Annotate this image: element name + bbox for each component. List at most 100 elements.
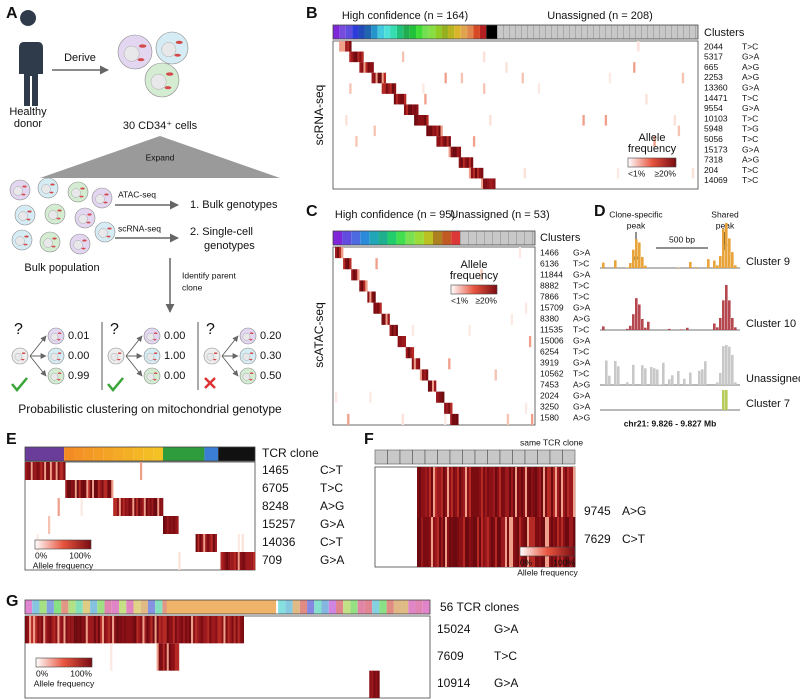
heat-cell xyxy=(220,552,223,570)
heat-cell xyxy=(42,462,45,480)
cell-icon xyxy=(11,347,29,365)
cluster-bar xyxy=(442,231,452,245)
nucleus xyxy=(78,214,88,224)
heat-cell xyxy=(440,391,443,403)
heat-cell xyxy=(166,643,170,671)
coverage-bar xyxy=(731,354,734,385)
mito xyxy=(26,218,31,221)
heat-cell xyxy=(397,336,400,348)
coverage-bar xyxy=(680,329,683,330)
heat-cell xyxy=(72,480,76,498)
heat-cell xyxy=(461,467,464,517)
heat-cell xyxy=(38,462,41,480)
heat-cell xyxy=(467,517,470,567)
heat-cell xyxy=(41,616,44,644)
heat-cell xyxy=(472,136,476,147)
heat-cell xyxy=(483,467,486,517)
heat-cell xyxy=(604,115,608,126)
heat-cell xyxy=(39,616,42,644)
heat-cell xyxy=(401,336,404,348)
heat-cell xyxy=(77,616,80,644)
cluster-bar xyxy=(123,447,134,461)
row-mutation: G>A xyxy=(320,553,344,567)
mito xyxy=(249,332,254,335)
heat-cell xyxy=(555,467,558,517)
heat-cell xyxy=(452,146,455,158)
heat-cell xyxy=(559,517,562,567)
heat-cell xyxy=(136,498,139,516)
row-mutation: G>A xyxy=(573,247,591,257)
heat-cell xyxy=(444,72,447,84)
cell-icon xyxy=(37,177,59,199)
clone-square xyxy=(524,449,538,465)
heat-cell xyxy=(351,269,354,281)
clone-square xyxy=(512,449,526,465)
cluster-bar-frame xyxy=(332,230,536,246)
cluster-bar xyxy=(357,600,365,614)
heat-cell xyxy=(515,467,518,517)
heat-cell xyxy=(215,616,218,644)
heat-cell xyxy=(237,552,240,570)
row-mutation: A>G xyxy=(573,313,590,323)
heat-cell xyxy=(447,517,450,567)
coverage-bar xyxy=(695,267,698,268)
row-position: 13360 xyxy=(704,82,728,92)
legend-title: frequency xyxy=(628,143,677,155)
heat-cell xyxy=(475,517,478,567)
heat-cell xyxy=(363,62,366,73)
heat-cell xyxy=(152,616,155,644)
clusters-label: Clusters xyxy=(540,232,581,244)
cluster-bar xyxy=(414,231,424,245)
heat-cell xyxy=(547,467,550,517)
row-mutation: G>A xyxy=(573,269,591,279)
panel-letter: G xyxy=(6,593,18,610)
mito xyxy=(57,332,62,335)
coverage-bar xyxy=(602,326,605,330)
heat-cell xyxy=(361,51,364,63)
heat-cell xyxy=(209,534,212,552)
heat-cell xyxy=(438,391,441,403)
coverage-bar xyxy=(668,379,671,385)
cluster-bar xyxy=(454,25,461,39)
heat-cell xyxy=(485,467,488,517)
peak-label: Clone-specific xyxy=(609,209,663,219)
heat-cell xyxy=(519,517,522,567)
heat-cell xyxy=(31,616,34,644)
cluster-bar xyxy=(153,447,163,461)
heat-cell xyxy=(377,72,380,84)
cluster-bar xyxy=(350,600,358,614)
row-position: 8248 xyxy=(262,499,289,513)
heat-cell xyxy=(434,380,437,392)
heat-cell xyxy=(438,136,441,147)
heat-cell xyxy=(25,616,28,644)
heat-cell xyxy=(134,498,137,516)
heat-cell xyxy=(447,467,450,517)
heat-cell xyxy=(471,517,474,567)
heat-cell xyxy=(373,72,376,84)
cluster-bar xyxy=(379,600,387,614)
coverage-bar xyxy=(644,265,647,268)
heat-cell xyxy=(383,313,386,325)
heat-cell xyxy=(51,616,54,644)
heat-cell xyxy=(458,146,462,158)
donor-label: donor xyxy=(14,118,42,130)
y-label: scRNA-seq xyxy=(312,85,326,146)
row-position: 14471 xyxy=(704,93,728,103)
heat-cell xyxy=(65,616,68,644)
mito xyxy=(86,221,91,224)
heat-cell xyxy=(429,467,432,517)
heat-cell xyxy=(527,517,530,567)
heat-cell xyxy=(470,157,474,168)
heat-cell xyxy=(569,467,572,517)
heat-cell xyxy=(408,104,411,115)
heat-cell xyxy=(440,125,443,137)
heat-cell xyxy=(251,552,254,570)
row-mutation: T>G xyxy=(742,124,759,134)
heat-cell xyxy=(493,517,496,567)
coverage-bar xyxy=(617,366,620,385)
coverage-bar xyxy=(644,327,647,330)
heat-cell xyxy=(569,517,572,567)
cluster-bar xyxy=(416,25,423,39)
row-mutation: T>C xyxy=(573,291,589,301)
method-label: ATAC-seq xyxy=(118,189,156,199)
